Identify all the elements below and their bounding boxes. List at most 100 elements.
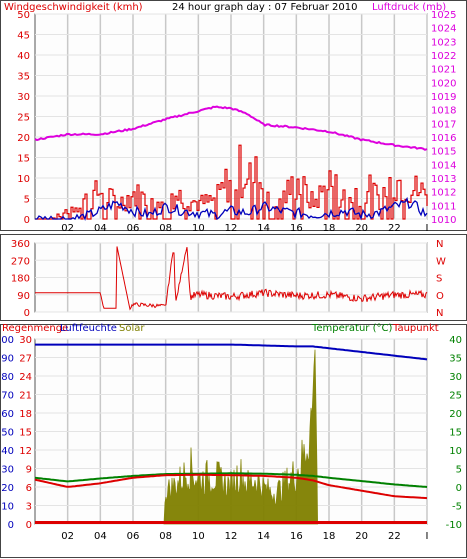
- pressure-tick-label: 1011: [431, 201, 456, 212]
- rain-tick-label: 6: [26, 483, 32, 494]
- rain-tick-label: 21: [19, 391, 32, 402]
- time-tick-label: 12: [225, 531, 238, 542]
- time-tick-label: 10: [192, 531, 205, 542]
- humidity-tick-label: 70: [1, 391, 14, 402]
- rain-tick-label: 3: [26, 502, 32, 513]
- humidity-tick-label: 30: [1, 465, 14, 476]
- temperature-line: [34, 472, 428, 488]
- solar-area: [163, 349, 319, 525]
- pressure-tick-label: 1010: [431, 215, 456, 226]
- time-tick-label: 06: [127, 223, 140, 234]
- dewpoint-line: [34, 473, 428, 500]
- pressure-tick-label: 1023: [431, 37, 456, 48]
- rain-tick-label: 0: [26, 520, 32, 531]
- time-tick-label: I: [426, 223, 429, 234]
- time-tick-label: 02: [61, 223, 74, 234]
- time-tick-label: I: [426, 531, 429, 542]
- time-tick-label: 04: [94, 223, 107, 234]
- wind-grid: [35, 13, 428, 220]
- compass-label: S: [436, 274, 442, 285]
- direction-tick-label: 90: [17, 291, 30, 302]
- time-tick-label: 12: [225, 223, 238, 234]
- time-tick-label: 18: [323, 531, 336, 542]
- pressure-tick-label: 1020: [431, 78, 456, 89]
- temperature-tick-label: 5: [456, 465, 462, 476]
- time-tick-label: 04: [94, 531, 107, 542]
- pressure-tick-label: 1024: [431, 24, 456, 35]
- wind-gust-line: [35, 144, 428, 220]
- pressure-tick-label: 1021: [431, 65, 456, 76]
- time-tick-label: 16: [290, 223, 303, 234]
- time-tick-label: 22: [388, 531, 401, 542]
- temperature-tick-label: 10: [449, 446, 462, 457]
- humidity-tick-label: 90: [1, 354, 14, 365]
- direction-tick-label: 360: [11, 239, 30, 250]
- wind-tick-label: 20: [17, 133, 30, 144]
- rain-axis-label: Regenmenge: [2, 323, 68, 334]
- climate-axis-ticks: 0010320630940125015601870218024902710030…: [0, 335, 462, 542]
- time-tick-label: 22: [388, 223, 401, 234]
- temperature-tick-label: 0: [456, 483, 462, 494]
- rain-bar: [35, 521, 427, 524]
- dewpoint-axis-label: Taupunkt: [392, 323, 439, 334]
- humidity-tick-label: 0: [8, 520, 14, 531]
- time-tick-label: 02: [61, 531, 74, 542]
- wind-axis-ticks: 0510152025303540455010101011101210131014…: [17, 10, 456, 234]
- direction-tick-label: 270: [11, 256, 30, 267]
- pressure-tick-label: 1013: [431, 174, 456, 185]
- rain-tick-label: 9: [26, 465, 32, 476]
- solar-axis-label: Solar: [119, 323, 145, 334]
- humidity-tick-label: 60: [1, 409, 14, 420]
- wind-tick-label: 30: [17, 92, 30, 103]
- wind-tick-label: 10: [17, 174, 30, 185]
- time-tick-label: 18: [323, 223, 336, 234]
- compass-label: N: [436, 308, 443, 319]
- humidity-line: [35, 343, 428, 361]
- temperature-axis-label: Temperatur (°C): [311, 323, 392, 334]
- humidity-tick-label: 10: [1, 502, 14, 513]
- humidity-tick-label: 80: [1, 372, 14, 383]
- wind-tick-label: 35: [17, 72, 30, 83]
- direction-tick-label: 0: [24, 308, 30, 319]
- wind-axis-label: Windgeschwindigkeit (kmh): [4, 2, 143, 13]
- pressure-line: [34, 105, 428, 151]
- time-tick-label: 14: [257, 531, 270, 542]
- pressure-tick-label: 1016: [431, 133, 456, 144]
- compass-label: W: [436, 256, 446, 267]
- wind-average-line: [35, 196, 428, 222]
- climate-series: [34, 343, 428, 525]
- wind-tick-label: 25: [17, 113, 30, 124]
- pressure-tick-label: 1017: [431, 119, 456, 130]
- time-tick-label: 08: [159, 223, 172, 234]
- compass-label: O: [436, 291, 444, 302]
- humidity-axis-label: Luftfeuchte: [60, 323, 117, 334]
- wind-tick-label: 15: [17, 154, 30, 165]
- humidity-tick-label: 50: [1, 428, 14, 439]
- pressure-tick-label: 1018: [431, 106, 456, 117]
- pressure-tick-label: 1025: [431, 10, 456, 21]
- wind-tick-label: 40: [17, 51, 30, 62]
- pressure-tick-label: 1019: [431, 92, 456, 103]
- wind-series: [34, 105, 428, 222]
- time-tick-label: 20: [355, 223, 368, 234]
- temperature-tick-label: 40: [449, 335, 462, 346]
- chart-title: 24 hour graph day : 07 Februar 2010: [172, 2, 357, 13]
- rain-tick-label: 27: [19, 354, 32, 365]
- temperature-tick-label: 30: [449, 372, 462, 383]
- temperature-tick-label: 35: [449, 354, 462, 365]
- direction-series: [35, 246, 428, 311]
- pressure-axis-label: Luftdruck (mb): [372, 2, 446, 13]
- temperature-tick-label: 20: [449, 409, 462, 420]
- humidity-tick-label: 100: [0, 335, 14, 346]
- direction-tick-label: 180: [11, 274, 30, 285]
- time-tick-label: 16: [290, 531, 303, 542]
- temperature-tick-label: 25: [449, 391, 462, 402]
- time-tick-label: 20: [355, 531, 368, 542]
- wind-tick-label: 50: [17, 10, 30, 21]
- time-tick-label: 10: [192, 223, 205, 234]
- pressure-tick-label: 1014: [431, 160, 456, 171]
- time-tick-label: 08: [159, 531, 172, 542]
- wind-tick-label: 0: [24, 215, 30, 226]
- wind-tick-label: 45: [17, 31, 30, 42]
